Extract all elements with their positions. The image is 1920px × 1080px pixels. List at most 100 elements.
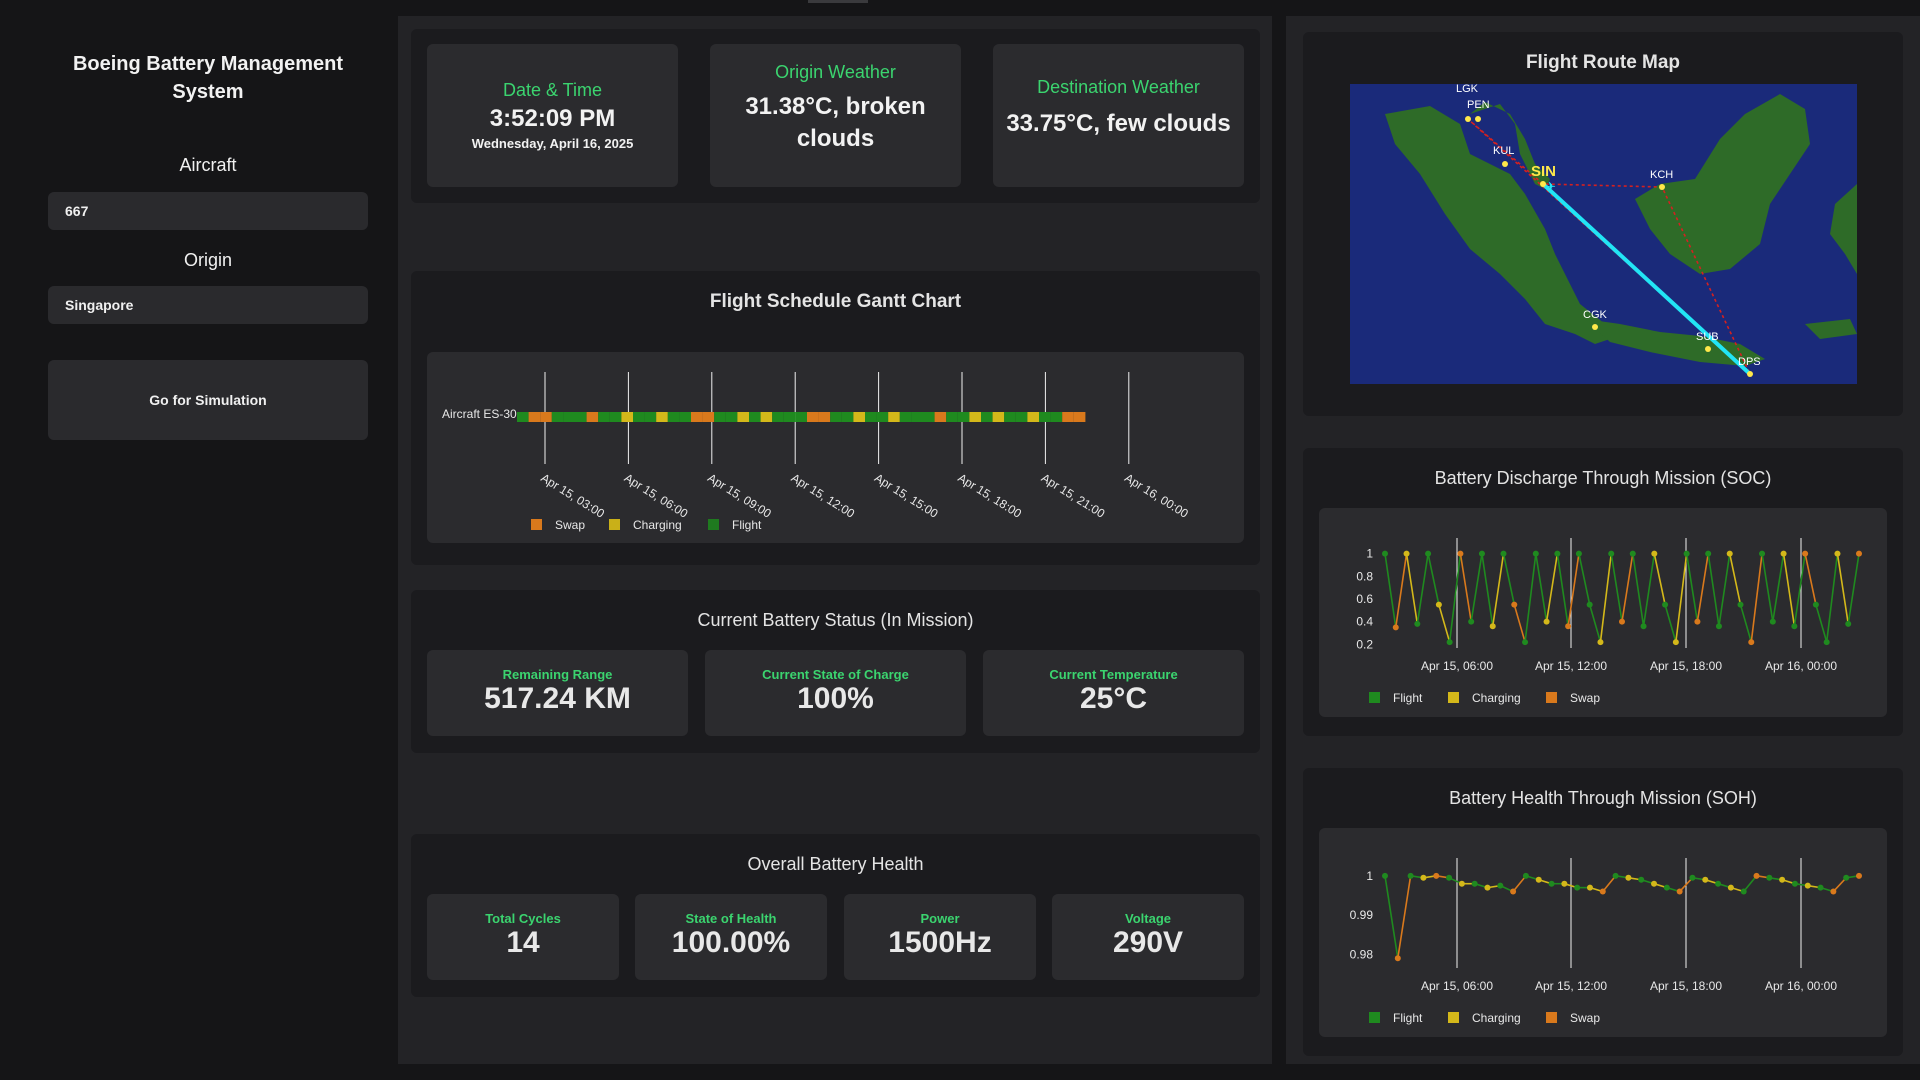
- soc-point[interactable]: [1597, 639, 1604, 646]
- soc-point[interactable]: [1791, 623, 1798, 630]
- soc-point[interactable]: [1543, 618, 1550, 625]
- soc-point[interactable]: [1823, 639, 1830, 646]
- gantt-bar-segment[interactable]: [923, 412, 935, 422]
- soc-point[interactable]: [1769, 618, 1776, 625]
- gantt-bar-segment[interactable]: [1062, 412, 1074, 422]
- soc-point[interactable]: [1856, 550, 1862, 557]
- soh-point[interactable]: [1817, 884, 1824, 891]
- gantt-bar-segment[interactable]: [621, 412, 633, 422]
- soh-point[interactable]: [1779, 876, 1786, 883]
- soh-point[interactable]: [1753, 872, 1760, 879]
- gantt-bar-segment[interactable]: [586, 412, 599, 422]
- gantt-bar-segment[interactable]: [981, 412, 993, 422]
- soc-point[interactable]: [1802, 550, 1809, 557]
- soh-legend-flight[interactable]: Flight: [1393, 1011, 1423, 1025]
- gantt-bar-segment[interactable]: [760, 412, 773, 422]
- soh-point[interactable]: [1702, 876, 1709, 883]
- soh-point[interactable]: [1574, 884, 1581, 891]
- gantt-bar-segment[interactable]: [540, 412, 552, 422]
- soh-point[interactable]: [1740, 888, 1747, 895]
- gantt-bar-segment[interactable]: [888, 412, 900, 422]
- soc-point[interactable]: [1845, 620, 1852, 627]
- soc-point[interactable]: [1640, 623, 1647, 630]
- soc-point[interactable]: [1457, 550, 1464, 557]
- aircraft-input[interactable]: 667: [48, 192, 368, 230]
- gantt-bar-segment[interactable]: [598, 412, 610, 422]
- gantt-bar-segment[interactable]: [679, 412, 691, 422]
- soc-legend-flight[interactable]: Flight: [1393, 691, 1423, 705]
- soc-legend-swap[interactable]: Swap: [1570, 691, 1600, 705]
- soc-point[interactable]: [1554, 550, 1561, 557]
- legend-charging-label[interactable]: Charging: [633, 518, 682, 532]
- gantt-bar-segment[interactable]: [575, 412, 587, 422]
- gantt-bar-segment[interactable]: [911, 412, 923, 422]
- soc-point[interactable]: [1575, 550, 1582, 557]
- soh-point[interactable]: [1843, 874, 1850, 881]
- gantt-bar-segment[interactable]: [876, 412, 889, 422]
- soh-point[interactable]: [1458, 880, 1465, 887]
- soh-point[interactable]: [1407, 872, 1414, 879]
- soc-legend-charging[interactable]: Charging: [1472, 691, 1521, 705]
- soc-point[interactable]: [1619, 618, 1625, 625]
- gantt-bar-segment[interactable]: [714, 412, 726, 422]
- soc-point[interactable]: [1726, 550, 1733, 557]
- soc-point[interactable]: [1500, 550, 1507, 557]
- gantt-bar-segment[interactable]: [528, 412, 541, 422]
- soc-point[interactable]: [1382, 550, 1388, 557]
- gantt-bar-segment[interactable]: [563, 412, 575, 422]
- soc-point[interactable]: [1834, 550, 1841, 557]
- gantt-bar-segment[interactable]: [725, 412, 738, 422]
- soh-point[interactable]: [1382, 872, 1388, 879]
- soc-point[interactable]: [1812, 601, 1819, 608]
- soc-point[interactable]: [1672, 639, 1679, 646]
- soh-point[interactable]: [1586, 884, 1593, 891]
- soc-point[interactable]: [1759, 550, 1766, 557]
- gantt-bar-segment[interactable]: [818, 412, 831, 422]
- soh-point[interactable]: [1446, 874, 1453, 881]
- soh-point[interactable]: [1522, 872, 1529, 879]
- gantt-bar-segment[interactable]: [795, 412, 807, 422]
- soc-point[interactable]: [1425, 550, 1432, 557]
- airport-marker-lgk[interactable]: [1465, 116, 1471, 122]
- soc-point[interactable]: [1662, 601, 1669, 608]
- gantt-bar-segment[interactable]: [1073, 412, 1086, 422]
- airport-marker-cgk[interactable]: [1592, 324, 1598, 330]
- soc-point[interactable]: [1694, 618, 1701, 625]
- gantt-bar-segment[interactable]: [772, 412, 784, 422]
- gantt-bar-segment[interactable]: [934, 412, 947, 422]
- airport-marker-sub[interactable]: [1705, 346, 1711, 352]
- soh-point[interactable]: [1433, 872, 1440, 879]
- legend-swap-label[interactable]: Swap: [555, 518, 585, 532]
- gantt-bar-segment[interactable]: [656, 412, 668, 422]
- soh-point[interactable]: [1484, 884, 1491, 891]
- gantt-bar-segment[interactable]: [609, 412, 622, 422]
- gantt-bar-segment[interactable]: [1015, 412, 1028, 422]
- soc-point[interactable]: [1683, 550, 1690, 557]
- airport-marker-kch[interactable]: [1659, 184, 1665, 190]
- soh-point[interactable]: [1804, 882, 1811, 889]
- gantt-bar-segment[interactable]: [969, 412, 981, 422]
- gantt-bar-segment[interactable]: [992, 412, 1005, 422]
- soc-point[interactable]: [1651, 550, 1658, 557]
- soh-point[interactable]: [1497, 882, 1504, 889]
- soc-point[interactable]: [1565, 623, 1572, 630]
- gantt-bar-segment[interactable]: [644, 412, 657, 422]
- origin-input[interactable]: Singapore: [48, 286, 368, 324]
- soh-point[interactable]: [1766, 874, 1773, 881]
- gantt-bar-segment[interactable]: [702, 412, 715, 422]
- soc-point[interactable]: [1522, 639, 1529, 646]
- soc-point[interactable]: [1748, 639, 1755, 646]
- soc-point[interactable]: [1489, 623, 1496, 630]
- soc-point[interactable]: [1737, 601, 1744, 608]
- soc-point[interactable]: [1780, 550, 1787, 557]
- gantt-bar-segment[interactable]: [667, 412, 680, 422]
- soc-point[interactable]: [1532, 550, 1539, 557]
- soh-point[interactable]: [1791, 880, 1798, 887]
- soh-point[interactable]: [1651, 880, 1658, 887]
- gantt-bar-segment[interactable]: [737, 412, 749, 422]
- gantt-bar-segment[interactable]: [853, 412, 865, 422]
- airport-marker-pen[interactable]: [1475, 116, 1481, 122]
- simulate-button[interactable]: Go for Simulation: [48, 360, 368, 440]
- soc-point[interactable]: [1392, 624, 1399, 631]
- soh-point[interactable]: [1561, 880, 1568, 887]
